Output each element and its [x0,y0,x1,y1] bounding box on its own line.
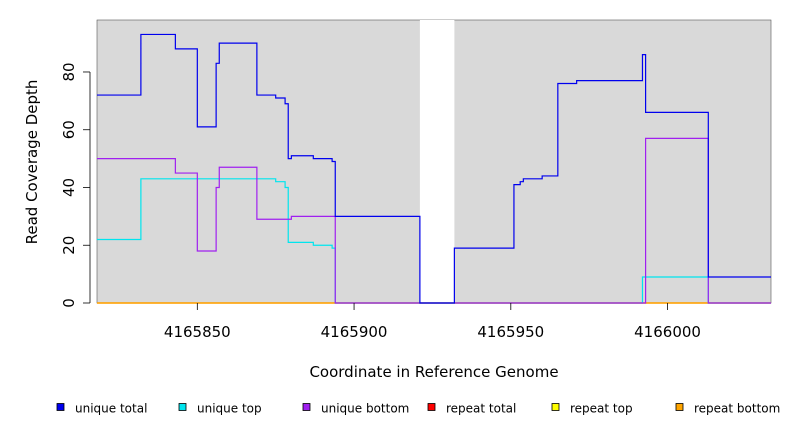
legend-swatch [551,403,560,411]
x-tick-label: 4166000 [634,323,701,341]
legend-item: unique total [56,402,147,416]
x-tick-label: 4165900 [321,323,388,341]
legend-label: repeat total [446,402,516,416]
y-tick-label: 0 [60,298,78,308]
legend-swatch [675,403,684,411]
series-line-unique-top [97,178,771,304]
y-tick-label: 60 [60,120,78,139]
y-tick-label: 80 [60,62,78,81]
x-tick-label: 4165950 [477,323,544,341]
legend-label: unique total [75,402,147,416]
x-axis-title: Coordinate in Reference Genome [309,363,558,381]
legend-label: unique bottom [321,402,409,416]
y-tick-label: 20 [60,236,78,255]
legend: unique total unique top unique bottom repea… [56,402,780,416]
legend-swatch [427,403,436,411]
series-line-unique-bottom [97,137,771,304]
gap-region [419,20,455,303]
legend-item: unique top [178,402,262,416]
legend-item: repeat top [551,402,633,416]
legend-item: repeat total [427,402,516,416]
legend-item: repeat bottom [675,402,780,416]
legend-item: unique bottom [302,402,409,416]
plot-area [96,19,772,304]
legend-label: repeat bottom [694,402,780,416]
series-line-unique-total [97,33,771,304]
legend-label: repeat top [570,402,633,416]
x-axis: 4165850 4165900 4165950 4166000 [164,303,701,341]
legend-swatch [56,403,65,411]
legend-swatch [302,403,311,411]
y-axis-title: Read Coverage Depth [23,80,41,245]
x-tick-label: 4165850 [164,323,231,341]
y-tick-label: 40 [60,178,78,197]
legend-label: unique top [197,402,262,416]
legend-swatch [178,403,187,411]
y-axis: 0 20 40 60 80 [60,62,91,308]
